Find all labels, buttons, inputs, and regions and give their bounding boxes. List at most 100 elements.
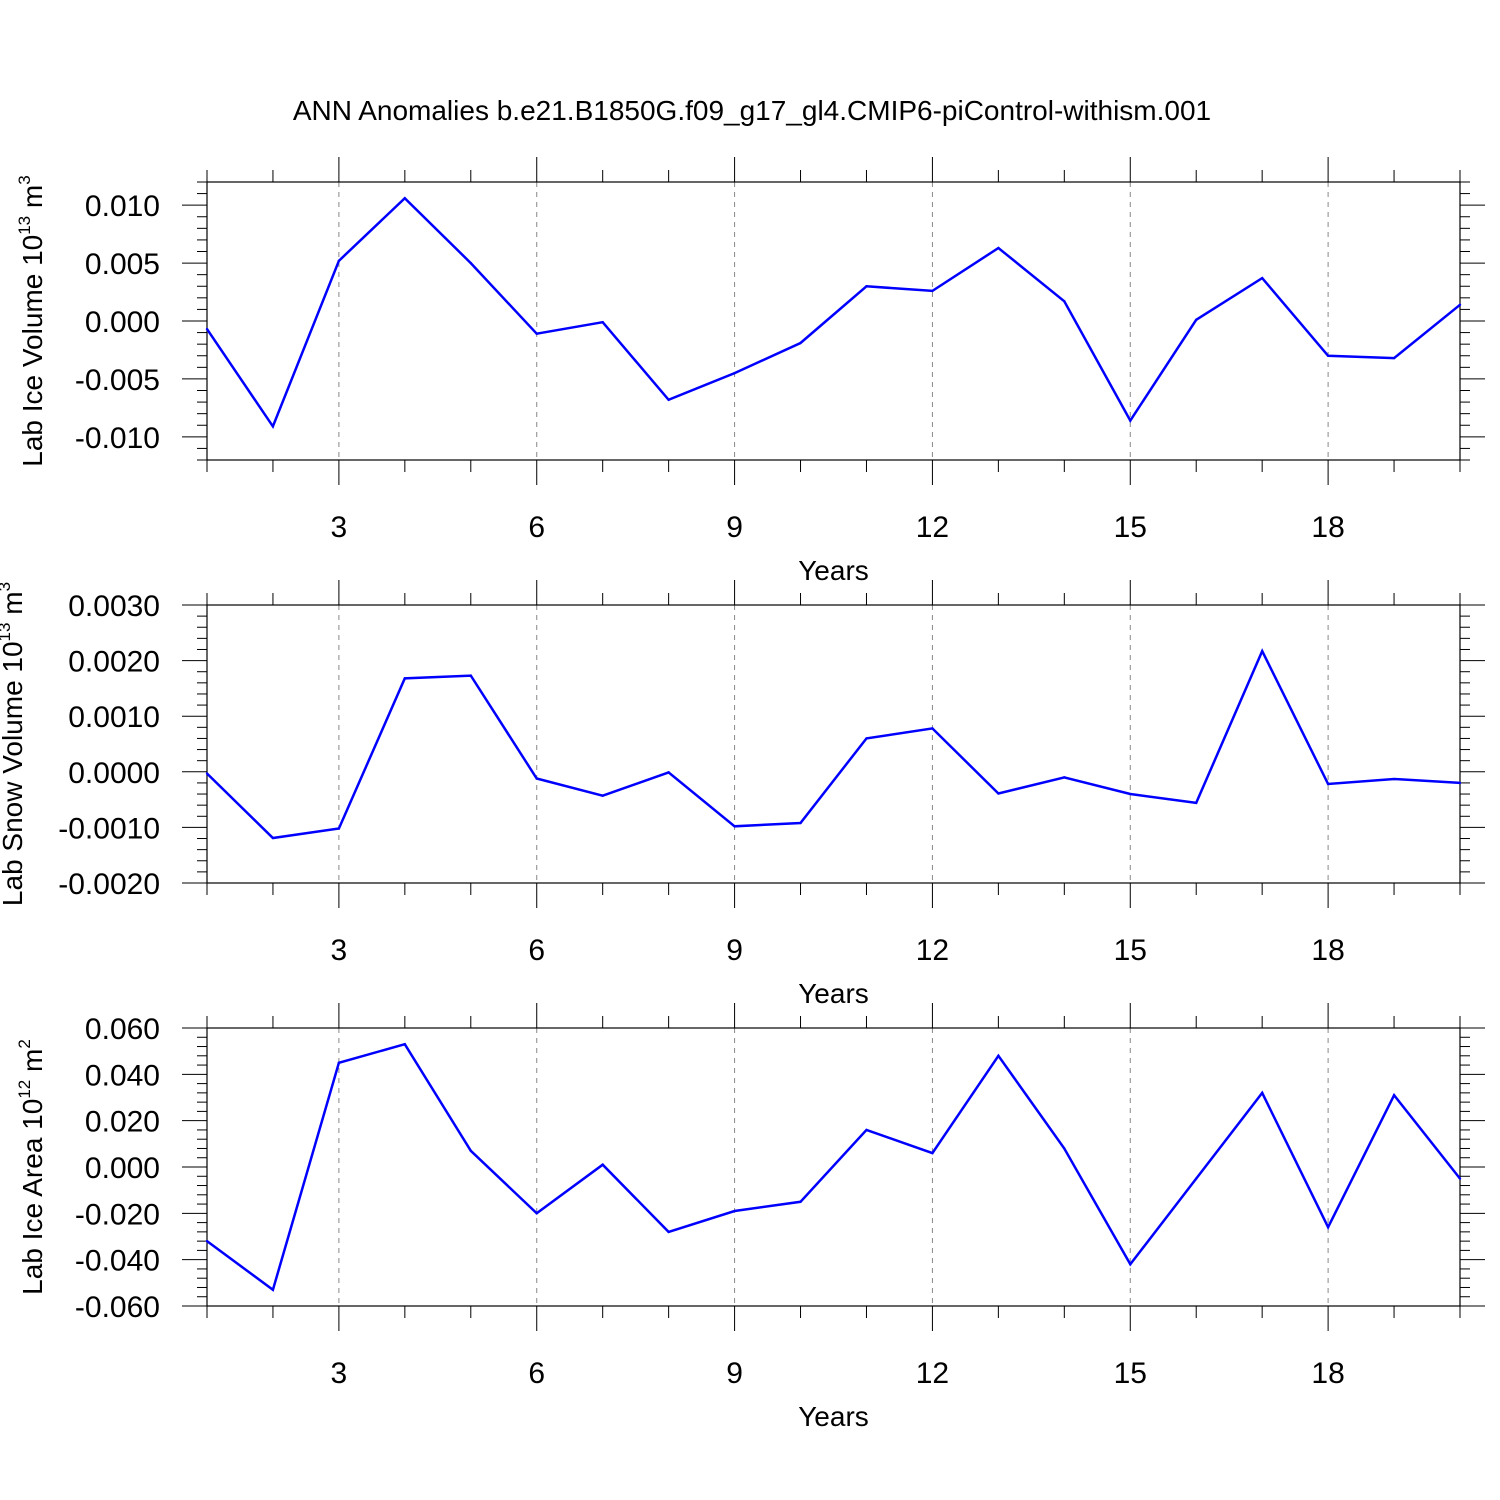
series-line (206, 648, 1461, 840)
data-point (997, 792, 1000, 795)
x-tick-label: 12 (916, 511, 949, 544)
data-point (469, 261, 472, 265)
data-point (337, 1061, 341, 1064)
data-point (601, 794, 604, 797)
y-tick-label: 0.000 (85, 1152, 160, 1185)
y-tick-label: 0.0010 (68, 701, 160, 734)
data-point (1392, 356, 1396, 360)
x-tick-label: 3 (331, 934, 348, 967)
y-axis-label-text: Lab Ice Area 10 (17, 1099, 48, 1295)
x-axis-label: Years (798, 978, 869, 1009)
x-tick-label: 3 (331, 1357, 348, 1390)
y-tick-label: -0.0010 (58, 812, 160, 845)
data-point (1326, 354, 1330, 357)
x-tick-label: 3 (331, 511, 348, 544)
y-axis-label-superscript: 3 (15, 175, 34, 184)
y-tick-label: -0.010 (75, 422, 160, 455)
y-tick-label: -0.0020 (58, 868, 160, 901)
data-point (469, 1149, 472, 1152)
data-point (205, 327, 209, 331)
x-tick-label: 18 (1311, 1357, 1344, 1390)
data-point (535, 332, 538, 335)
y-tick-label: 0.005 (85, 248, 160, 281)
data-point (205, 1239, 209, 1243)
x-tick-label: 6 (528, 1357, 545, 1390)
data-point (601, 320, 604, 324)
y-tick-label: 0.0030 (68, 590, 160, 623)
data-point (865, 1128, 868, 1132)
data-point (337, 827, 341, 830)
y-axis-label-superscript: 13 (15, 216, 34, 235)
data-point (865, 285, 868, 288)
x-tick-label: 9 (726, 934, 743, 967)
plot-frame (206, 181, 1461, 461)
x-tick-label: 15 (1114, 934, 1147, 967)
data-point (733, 1209, 736, 1213)
y-axis-label: Lab Snow Volume 1013 m3 (0, 582, 28, 906)
data-point (1195, 801, 1198, 805)
data-point (535, 777, 538, 780)
x-axis-label: Years (798, 555, 869, 586)
y-tick-label: 0.020 (85, 1106, 160, 1139)
data-point (1326, 782, 1330, 786)
data-point (337, 259, 341, 262)
x-tick-label: 18 (1311, 511, 1344, 544)
x-tick-label: 12 (916, 934, 949, 967)
y-tick-label: -0.040 (75, 1245, 160, 1278)
data-point (271, 425, 275, 428)
data-point (469, 674, 472, 677)
y-axis-label-superscript: 12 (15, 1080, 34, 1099)
y-axis-label: Lab Ice Volume 1013 m3 (15, 175, 48, 466)
y-tick-label: 0.0000 (68, 757, 160, 790)
data-point (403, 677, 407, 680)
data-point (1260, 276, 1264, 280)
y-tick-label: 0.010 (85, 190, 160, 223)
x-tick-label: 6 (528, 934, 545, 967)
x-axis-label: Years (798, 1401, 869, 1432)
data-point (997, 246, 1000, 250)
data-point (1260, 1091, 1264, 1095)
data-point (1063, 776, 1066, 779)
data-point (931, 1151, 934, 1155)
data-point (1458, 1177, 1462, 1180)
x-tick-label: 6 (528, 511, 545, 544)
plot-frame (206, 604, 1461, 884)
y-tick-label: -0.020 (75, 1198, 160, 1231)
x-tick-label: 15 (1114, 511, 1147, 544)
data-point (1260, 649, 1264, 653)
data-point (1063, 300, 1066, 303)
y-axis-label-superscript: 2 (15, 1039, 34, 1048)
data-point (205, 772, 209, 775)
data-point (865, 737, 868, 740)
y-axis-label-superscript: 3 (0, 582, 14, 591)
y-axis-label-superscript: 13 (0, 623, 14, 642)
y-axis-label-text: m (17, 185, 48, 216)
x-tick-label: 9 (726, 511, 743, 544)
data-point (1326, 1226, 1330, 1229)
data-point (601, 1163, 604, 1166)
data-point (733, 825, 736, 828)
data-point (1195, 318, 1198, 322)
data-point (1129, 419, 1132, 422)
data-point (1458, 781, 1462, 785)
data-point (667, 398, 670, 401)
y-axis-label-text: Lab Snow Volume 10 (0, 641, 28, 906)
y-axis-label: Lab Ice Area 1012 m2 (15, 1039, 48, 1295)
data-point (997, 1054, 1000, 1058)
data-point (1129, 792, 1132, 796)
data-point (931, 727, 934, 730)
chart-title: ANN Anomalies b.e21.B1850G.f09_g17_gl4.C… (293, 95, 1211, 126)
y-tick-label: 0.040 (85, 1059, 160, 1092)
data-point (931, 289, 934, 293)
data-point (1195, 1177, 1198, 1180)
data-point (1392, 1093, 1396, 1097)
data-point (667, 771, 670, 774)
data-point (1392, 777, 1396, 781)
y-tick-label: -0.005 (75, 364, 160, 397)
data-point (1129, 1263, 1132, 1266)
y-tick-label: -0.060 (75, 1291, 160, 1324)
data-point (271, 836, 275, 840)
data-point (403, 197, 407, 200)
y-tick-label: 0.000 (85, 306, 160, 339)
y-axis-label-text: m (17, 1049, 48, 1080)
